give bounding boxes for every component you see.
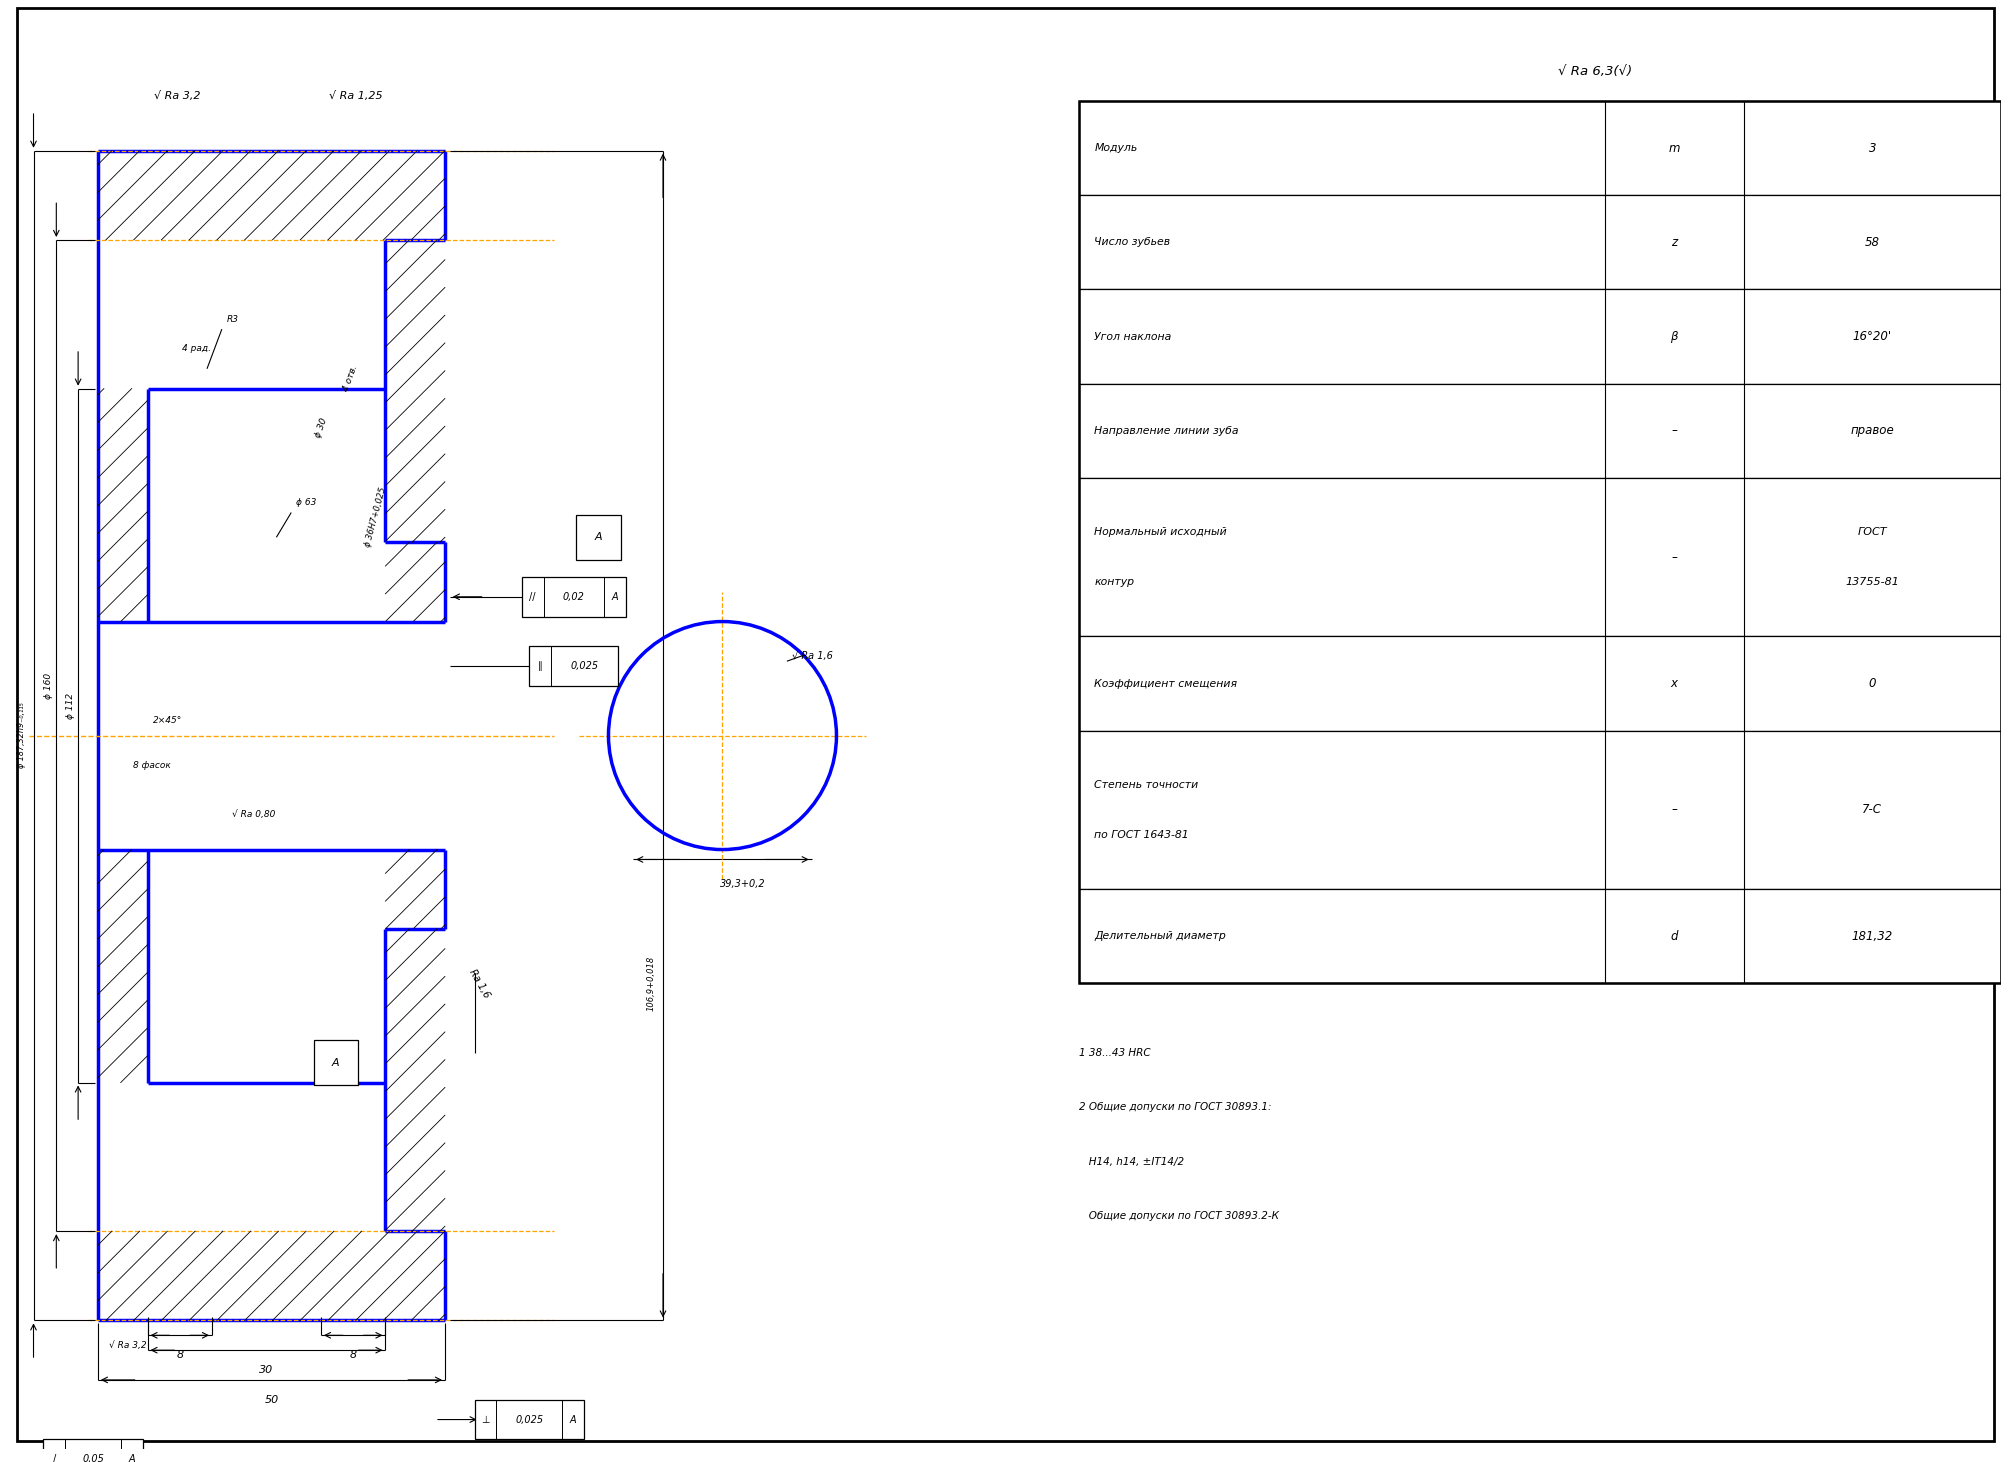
Text: A: A	[611, 592, 619, 602]
Text: √ Ra 0,80: √ Ra 0,80	[231, 810, 275, 819]
Text: A: A	[129, 1455, 135, 1462]
Text: –: –	[1670, 804, 1676, 816]
Text: 4 рад.: 4 рад.	[183, 345, 211, 354]
Text: Число зубьев: Число зубьев	[1093, 237, 1170, 247]
Text: √ Ra 1,6: √ Ra 1,6	[792, 651, 832, 661]
Text: ϕ 63: ϕ 63	[295, 499, 316, 507]
Text: √ Ra 1,25: √ Ra 1,25	[330, 91, 382, 101]
Text: A: A	[569, 1415, 577, 1424]
Text: 3: 3	[1869, 142, 1875, 155]
Text: √ Ra 3,2: √ Ra 3,2	[109, 1341, 147, 1349]
Text: √ Ra 3,2: √ Ra 3,2	[155, 91, 201, 101]
Bar	[1079, 196, 2002, 289]
Bar	[523, 577, 625, 617]
Text: 58: 58	[1865, 235, 1879, 249]
Bar	[474, 1399, 583, 1440]
Text: ∥: ∥	[537, 661, 543, 671]
Text: 4 отв.: 4 отв.	[342, 364, 360, 393]
Bar	[1079, 289, 2002, 383]
Bar	[529, 646, 619, 686]
Text: ϕ 187,32h9₋₀,₁₁₅: ϕ 187,32h9₋₀,₁₁₅	[18, 703, 26, 769]
Text: Общие допуски по ГОСТ 30893.2-К: Общие допуски по ГОСТ 30893.2-К	[1079, 1212, 1278, 1221]
Text: 1 38...43 HRC: 1 38...43 HRC	[1079, 1048, 1152, 1058]
Text: x: x	[1670, 677, 1678, 690]
Text: 0: 0	[1869, 677, 1875, 690]
Text: ⊥: ⊥	[480, 1415, 490, 1424]
Text: по ГОСТ 1643-81: по ГОСТ 1643-81	[1093, 830, 1188, 839]
Text: H14, h14, ±IT14/2: H14, h14, ±IT14/2	[1079, 1156, 1184, 1167]
Text: ϕ 36H7+0,025: ϕ 36H7+0,025	[364, 487, 388, 548]
Text: Модуль: Модуль	[1093, 143, 1138, 154]
Text: β: β	[1670, 330, 1678, 344]
Text: 0,05: 0,05	[82, 1455, 105, 1462]
Text: Степень точности: Степень точности	[1093, 781, 1198, 789]
Text: 30: 30	[259, 1366, 273, 1374]
Text: 50: 50	[263, 1395, 279, 1405]
Text: Угол наклона: Угол наклона	[1093, 332, 1172, 342]
Bar	[314, 1041, 358, 1085]
Text: Направление линии зуба: Направление линии зуба	[1093, 425, 1238, 436]
Text: 39,3+0,2: 39,3+0,2	[720, 879, 766, 889]
Text: √ Ra 6,3(√): √ Ra 6,3(√)	[1558, 64, 1632, 77]
Text: Нормальный исходный: Нормальный исходный	[1093, 528, 1226, 538]
Text: –: –	[1670, 424, 1676, 437]
Text: 13755-81: 13755-81	[1845, 577, 1899, 586]
Text: Делительный диаметр: Делительный диаметр	[1093, 931, 1226, 942]
Text: R3: R3	[227, 314, 239, 323]
Text: 16°20': 16°20'	[1853, 330, 1891, 344]
Bar	[44, 1440, 143, 1462]
Text: 2×45°: 2×45°	[153, 716, 181, 725]
Text: 8: 8	[350, 1349, 356, 1360]
Text: A: A	[332, 1057, 340, 1067]
Text: ϕ 30: ϕ 30	[314, 417, 330, 440]
Bar	[1079, 101, 2002, 984]
Text: Коэффициент смещения: Коэффициент смещения	[1093, 678, 1238, 689]
Text: –: –	[1670, 551, 1676, 564]
Text: z: z	[1670, 235, 1676, 249]
Text: //: //	[529, 592, 537, 602]
Text: 0,02: 0,02	[563, 592, 585, 602]
Text: d: d	[1670, 930, 1678, 943]
Text: 0,025: 0,025	[571, 661, 599, 671]
Bar	[1079, 731, 2002, 889]
Text: 8: 8	[177, 1349, 183, 1360]
Text: Ra 1,6: Ra 1,6	[468, 968, 492, 1000]
Bar	[1079, 383, 2002, 478]
Bar	[1079, 889, 2002, 984]
Text: m: m	[1668, 142, 1680, 155]
Text: 181,32: 181,32	[1851, 930, 1893, 943]
Text: 2 Общие допуски по ГОСТ 30893.1:: 2 Общие допуски по ГОСТ 30893.1:	[1079, 1102, 1272, 1113]
Text: ϕ 160: ϕ 160	[44, 673, 52, 699]
Text: 106,9+0,018: 106,9+0,018	[647, 956, 655, 1012]
Text: 8 фасок: 8 фасок	[133, 760, 171, 770]
Bar	[1079, 101, 2002, 196]
Text: правое: правое	[1851, 424, 1893, 437]
Text: A: A	[595, 532, 603, 542]
Text: 0,025: 0,025	[515, 1415, 543, 1424]
Bar	[1079, 636, 2002, 731]
Text: 7-С: 7-С	[1863, 804, 1883, 816]
Bar	[1079, 478, 2002, 636]
Text: ГОСТ: ГОСТ	[1857, 528, 1887, 538]
Text: ϕ 112: ϕ 112	[66, 693, 74, 719]
Text: контур: контур	[1093, 577, 1134, 586]
Text: /: /	[52, 1455, 56, 1462]
Bar	[577, 515, 621, 560]
